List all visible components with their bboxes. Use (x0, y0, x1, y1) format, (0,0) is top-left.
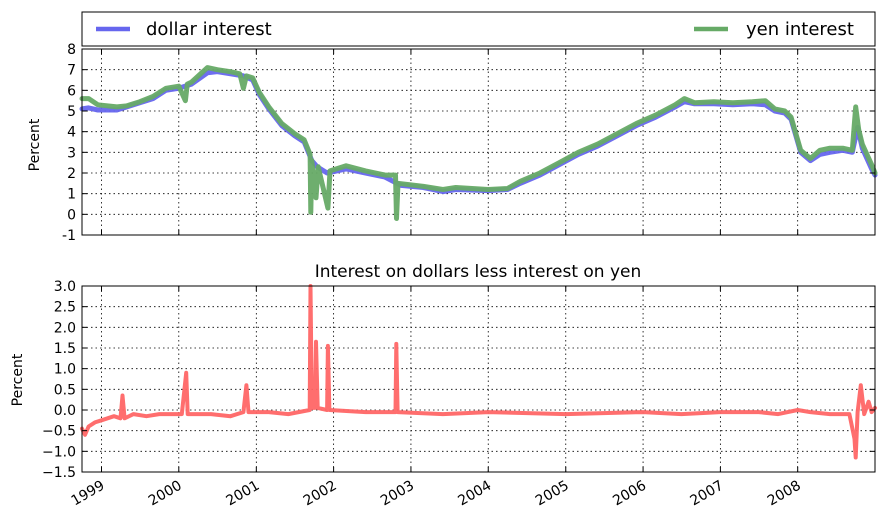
x-tick-label: 2006 (610, 478, 649, 510)
y-tick-label: 2 (67, 166, 76, 182)
y-tick-label: 1.0 (54, 362, 76, 378)
x-tick-label: 2008 (765, 478, 804, 510)
top-plot-frame (81, 48, 876, 236)
legend-label-yen: yen interest (746, 19, 854, 40)
difference-line (80, 284, 877, 460)
bottom-chart: Interest on dollars less interest on yen… (10, 262, 877, 510)
y-tick-label: 0.5 (54, 382, 76, 398)
x-tick-label: 1999 (69, 478, 108, 510)
y-tick-label: 0.0 (54, 403, 76, 419)
y-tick-label: −1.0 (42, 444, 76, 460)
top-chart: dollar interest yen interest Percent -1 0… (27, 11, 878, 244)
y-tick-label: 1.5 (54, 341, 76, 357)
y-tick-label: 1 (67, 187, 76, 203)
bottom-y-axis-label: Percent (10, 353, 26, 406)
y-tick-label: 0 (67, 207, 76, 223)
x-tick-label: 2005 (533, 478, 572, 510)
y-tick-label: 5 (67, 104, 76, 120)
y-tick-label: 3.0 (54, 279, 76, 295)
y-tick-label: 8 (67, 42, 76, 58)
x-tick-label: 2002 (301, 478, 340, 510)
yen-interest-line (79, 65, 878, 221)
y-tick-label: −0.5 (42, 424, 76, 440)
legend-label-dollar: dollar interest (146, 19, 272, 40)
legend: dollar interest yen interest (81, 11, 876, 47)
y-tick-label: 2.0 (54, 320, 76, 336)
x-tick-label: 2007 (688, 478, 727, 510)
x-tick-label: 2004 (455, 478, 494, 510)
bottom-chart-title: Interest on dollars less interest on yen (315, 262, 642, 282)
x-tick-label: 2001 (223, 478, 262, 510)
y-tick-label: −1.5 (42, 465, 76, 481)
x-tick-label: 2000 (146, 478, 185, 510)
y-tick-label: 3 (67, 145, 76, 161)
y-tick-label: 4 (67, 125, 76, 141)
legend-frame (81, 11, 876, 47)
y-tick-label: 2.5 (54, 300, 76, 316)
x-tick-label: 2003 (378, 478, 417, 510)
y-tick-label: 6 (67, 83, 76, 99)
top-y-axis-label: Percent (27, 118, 43, 171)
bottom-plot-frame (81, 285, 876, 473)
y-tick-label: 7 (67, 63, 76, 79)
y-tick-label: -1 (62, 228, 76, 244)
